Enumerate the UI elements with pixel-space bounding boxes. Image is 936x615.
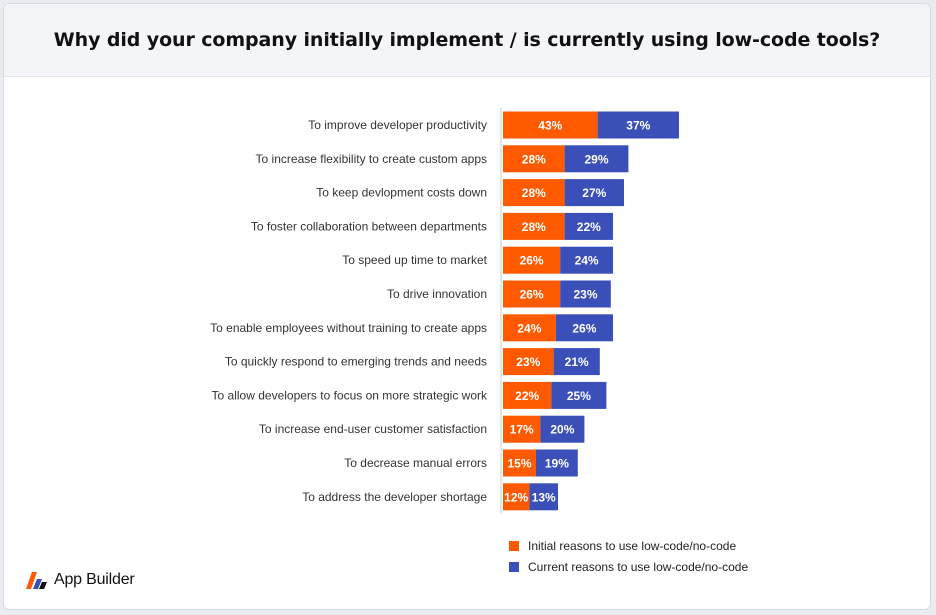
legend-swatch-initial — [509, 540, 519, 551]
bar-initial — [503, 483, 530, 511]
bar-initial — [503, 280, 561, 308]
data-label-initial: 26% — [520, 254, 544, 268]
legend-label-current: Current reasons to use low-code/no-code — [528, 559, 749, 574]
data-label-current: 24% — [575, 254, 599, 268]
bar-current — [564, 145, 629, 173]
bar-current — [564, 179, 624, 207]
category-label: To quickly respond to emerging trends an… — [225, 355, 487, 369]
data-label-initial: 22% — [515, 389, 539, 403]
app-builder-logo: App Builder — [24, 570, 135, 590]
category-label: To foster collaboration between departme… — [251, 219, 487, 233]
category-label: To improve developer productivity — [308, 118, 487, 132]
data-label-current: 22% — [577, 220, 601, 234]
category-label: To speed up time to market — [342, 253, 487, 267]
bar-current — [540, 415, 585, 443]
category-label: To enable employees without training to … — [210, 321, 487, 335]
data-label-initial: 28% — [522, 220, 546, 234]
bar-current — [553, 348, 600, 376]
data-label-initial: 24% — [517, 321, 541, 335]
category-label: To allow developers to focus on more str… — [212, 388, 488, 402]
data-label-initial: 28% — [522, 152, 546, 166]
data-label-current: 37% — [626, 119, 650, 133]
category-label: To increase end-user customer satisfacti… — [259, 422, 487, 436]
data-label-current: 29% — [584, 152, 608, 166]
bar-initial — [503, 212, 565, 240]
bar-chart: To improve developer productivity 43% 37% T… — [210, 108, 679, 514]
bar-current — [529, 483, 558, 511]
data-label-current: 13% — [532, 490, 556, 504]
data-label-initial: 12% — [504, 490, 528, 504]
data-label-initial: 17% — [510, 423, 534, 437]
data-label-current: 23% — [573, 288, 597, 302]
category-label: To address the developer shortage — [302, 490, 487, 504]
data-label-current: 27% — [582, 186, 606, 200]
brand-name: App Builder — [54, 571, 135, 588]
bar-initial — [503, 381, 552, 409]
bar-current — [536, 449, 578, 477]
bar-initial — [503, 179, 565, 207]
category-label: To drive innovation — [387, 287, 487, 301]
app-builder-logo-icon — [26, 572, 47, 589]
data-label-initial: 26% — [520, 288, 544, 302]
data-label-initial: 23% — [516, 355, 540, 369]
bar-current — [560, 280, 611, 308]
bar-current — [564, 212, 613, 240]
bar-initial — [503, 415, 541, 443]
data-label-initial: 15% — [507, 457, 531, 471]
category-label: To increase flexibility to create custom… — [256, 152, 487, 166]
bar-initial — [503, 449, 536, 477]
bar-current — [551, 381, 607, 409]
bar-current — [597, 111, 679, 139]
legend-item-initial: Initial reasons to use low-code/no-code — [506, 535, 748, 556]
bar-initial — [503, 246, 561, 274]
category-label: To keep devlopment costs down — [316, 186, 487, 200]
legend: Initial reasons to use low-code/no-code … — [506, 535, 748, 577]
data-label-current: 20% — [550, 423, 574, 437]
legend-label-initial: Initial reasons to use low-code/no-code — [528, 538, 737, 553]
title-bar: Why did your company initially implement… — [4, 4, 930, 77]
data-label-initial: 28% — [522, 186, 546, 200]
data-label-current: 25% — [567, 389, 591, 403]
bar-current — [555, 314, 613, 342]
bar-initial — [503, 348, 554, 376]
chart-title: Why did your company initially implement… — [53, 29, 881, 51]
legend-item-current: Current reasons to use low-code/no-code — [506, 556, 748, 577]
chart-card: Why did your company initially implement… — [3, 3, 931, 610]
bar-current — [560, 246, 613, 274]
legend-swatch-current — [509, 561, 519, 572]
bar-initial — [503, 314, 556, 342]
data-label-initial: 43% — [538, 119, 562, 133]
category-label: To decrease manual errors — [344, 456, 487, 470]
data-label-current: 26% — [572, 321, 596, 335]
data-label-current: 19% — [545, 457, 569, 471]
data-label-current: 21% — [565, 355, 589, 369]
bar-initial — [503, 111, 598, 139]
bar-initial — [503, 145, 565, 173]
